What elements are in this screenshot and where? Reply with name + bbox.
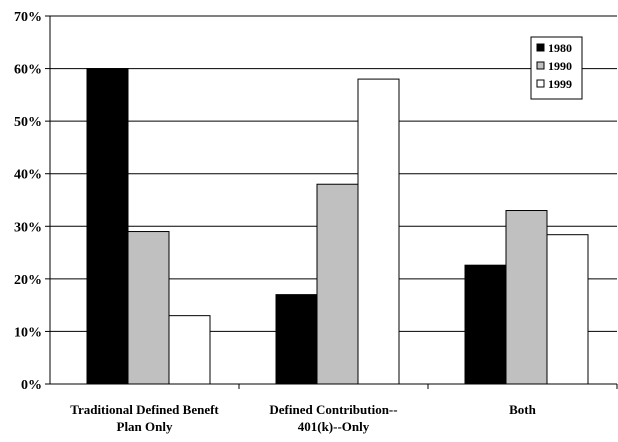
y-tick-label: 30% [14, 220, 42, 235]
bar-1999 [546, 234, 589, 385]
y-tick-label: 0% [21, 378, 42, 393]
bar-1990 [316, 183, 359, 385]
y-tick-label: 50% [14, 115, 42, 130]
x-category-labels: Traditional Defined Beneft Plan Only Defin… [70, 402, 536, 434]
legend-label: 1999 [548, 77, 572, 91]
x-category-label: Defined Contribution--401(k)--Only [269, 402, 397, 434]
axes [45, 15, 618, 389]
y-tick-label: 20% [14, 273, 42, 288]
legend-swatch-1999 [536, 79, 545, 88]
y-tick-label: 40% [14, 168, 42, 183]
legend-swatch-1980 [536, 43, 545, 52]
bar-1990 [505, 210, 548, 385]
y-tick-labels: 0% 10% 20% 30% 40% 50% 60% 70% [14, 10, 42, 393]
y-tick-label: 70% [14, 10, 42, 25]
legend-swatch-1990 [536, 61, 545, 70]
x-category-label: Both [509, 402, 537, 417]
legend-label: 1980 [548, 41, 572, 55]
bar-1999 [168, 315, 211, 385]
legend: 1980 1990 1999 [530, 36, 583, 100]
bar-1980 [464, 264, 507, 385]
bar-1980 [86, 68, 129, 385]
bar-1980 [275, 294, 318, 385]
y-tick-label: 10% [14, 325, 42, 340]
bar-1999 [357, 78, 400, 385]
bar-1990 [127, 231, 170, 385]
legend-label: 1990 [548, 59, 572, 73]
x-category-label: Traditional Defined Beneft Plan Only [70, 402, 219, 434]
bars [86, 68, 589, 385]
y-tick-label: 60% [14, 63, 42, 78]
